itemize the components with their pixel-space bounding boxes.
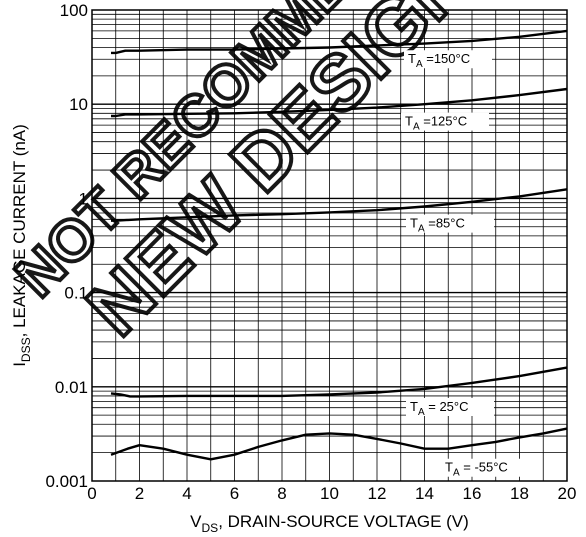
- x-axis-title-main: V: [190, 512, 202, 531]
- grid: [92, 10, 567, 481]
- series-label-bg: [441, 458, 529, 477]
- series-line: [111, 188, 568, 222]
- series-label: TA = 25°C: [410, 399, 469, 418]
- x-tick-label: 0: [87, 484, 96, 503]
- y-axis-title: IDSS, LEAKAGE CURRENT (nA): [10, 124, 33, 367]
- x-tick-label: 20: [558, 484, 577, 503]
- x-tick-label: 14: [415, 484, 434, 503]
- series-label-bg: [406, 214, 494, 233]
- series-line: [110, 427, 568, 461]
- x-tick-label: 10: [320, 484, 339, 503]
- series-line: [111, 29, 568, 55]
- x-tick-label: 12: [368, 484, 387, 503]
- y-tick-label: 0.01: [55, 378, 88, 397]
- x-tick-label: 6: [230, 484, 239, 503]
- y-tick-label: 10: [69, 95, 88, 114]
- x-tick-label: 18: [510, 484, 529, 503]
- plot-frame: [91, 9, 568, 482]
- x-axis-title-rest: , DRAIN-SOURCE VOLTAGE (V): [218, 512, 469, 531]
- x-tick-label: 16: [463, 484, 482, 503]
- series-label-bg: [401, 112, 489, 131]
- series-label: TA =85°C: [410, 216, 465, 235]
- x-tick-label: 8: [277, 484, 286, 503]
- series-group: TA =150°C TA =125°C TA =85°C TA = 25°C TA = …: [110, 29, 568, 479]
- x-tick-label: 4: [182, 484, 191, 503]
- y-axis-title-main: I: [10, 362, 29, 367]
- y-tick-label: 1: [79, 189, 88, 208]
- x-axis-title: VDS, DRAIN-SOURCE VOLTAGE (V): [190, 512, 469, 535]
- tick-labels: 0 2 4 6 8 10 12 14 16 18 20 100 10 1 0.1 0.01 0.001: [45, 1, 576, 503]
- series-label-bg: [404, 50, 492, 69]
- y-tick-label: 0.1: [64, 284, 88, 303]
- y-axis-title-sub: DSS: [19, 337, 33, 362]
- series-label: TA =125°C: [405, 114, 467, 133]
- x-tick-label: 2: [135, 484, 144, 503]
- series-label: TA =150°C: [408, 51, 470, 70]
- y-tick-label: 0.001: [45, 472, 88, 491]
- x-axis-title-sub: DS: [202, 521, 219, 535]
- series-label: TA = -55°C: [445, 460, 508, 479]
- series-line: [110, 366, 568, 398]
- series-line: [111, 87, 568, 118]
- series-label-bg: [406, 397, 494, 416]
- y-axis-title-rest: , LEAKAGE CURRENT (nA): [10, 124, 29, 337]
- y-tick-label: 100: [60, 1, 88, 20]
